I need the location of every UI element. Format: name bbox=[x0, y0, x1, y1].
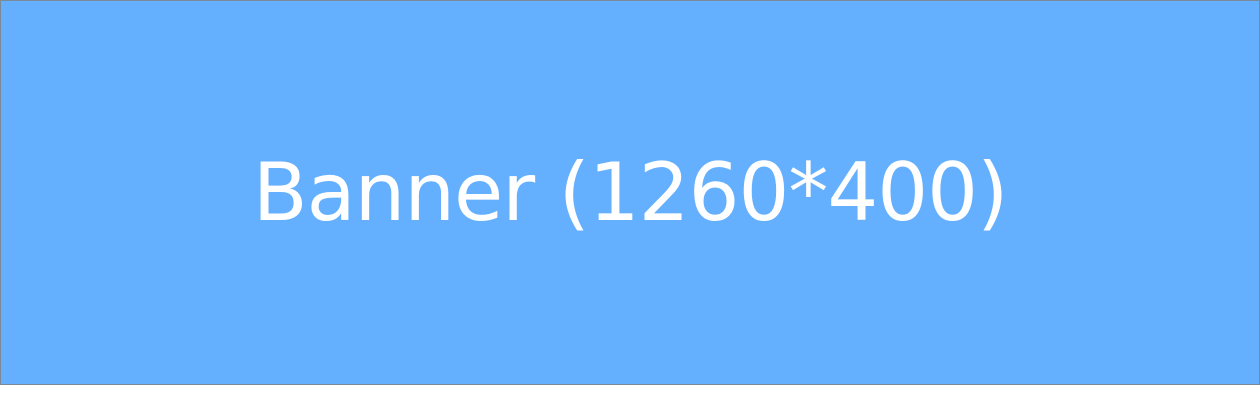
banner: Banner (1260*400) bbox=[0, 0, 1260, 385]
banner-label: Banner (1260*400) bbox=[252, 145, 1009, 239]
